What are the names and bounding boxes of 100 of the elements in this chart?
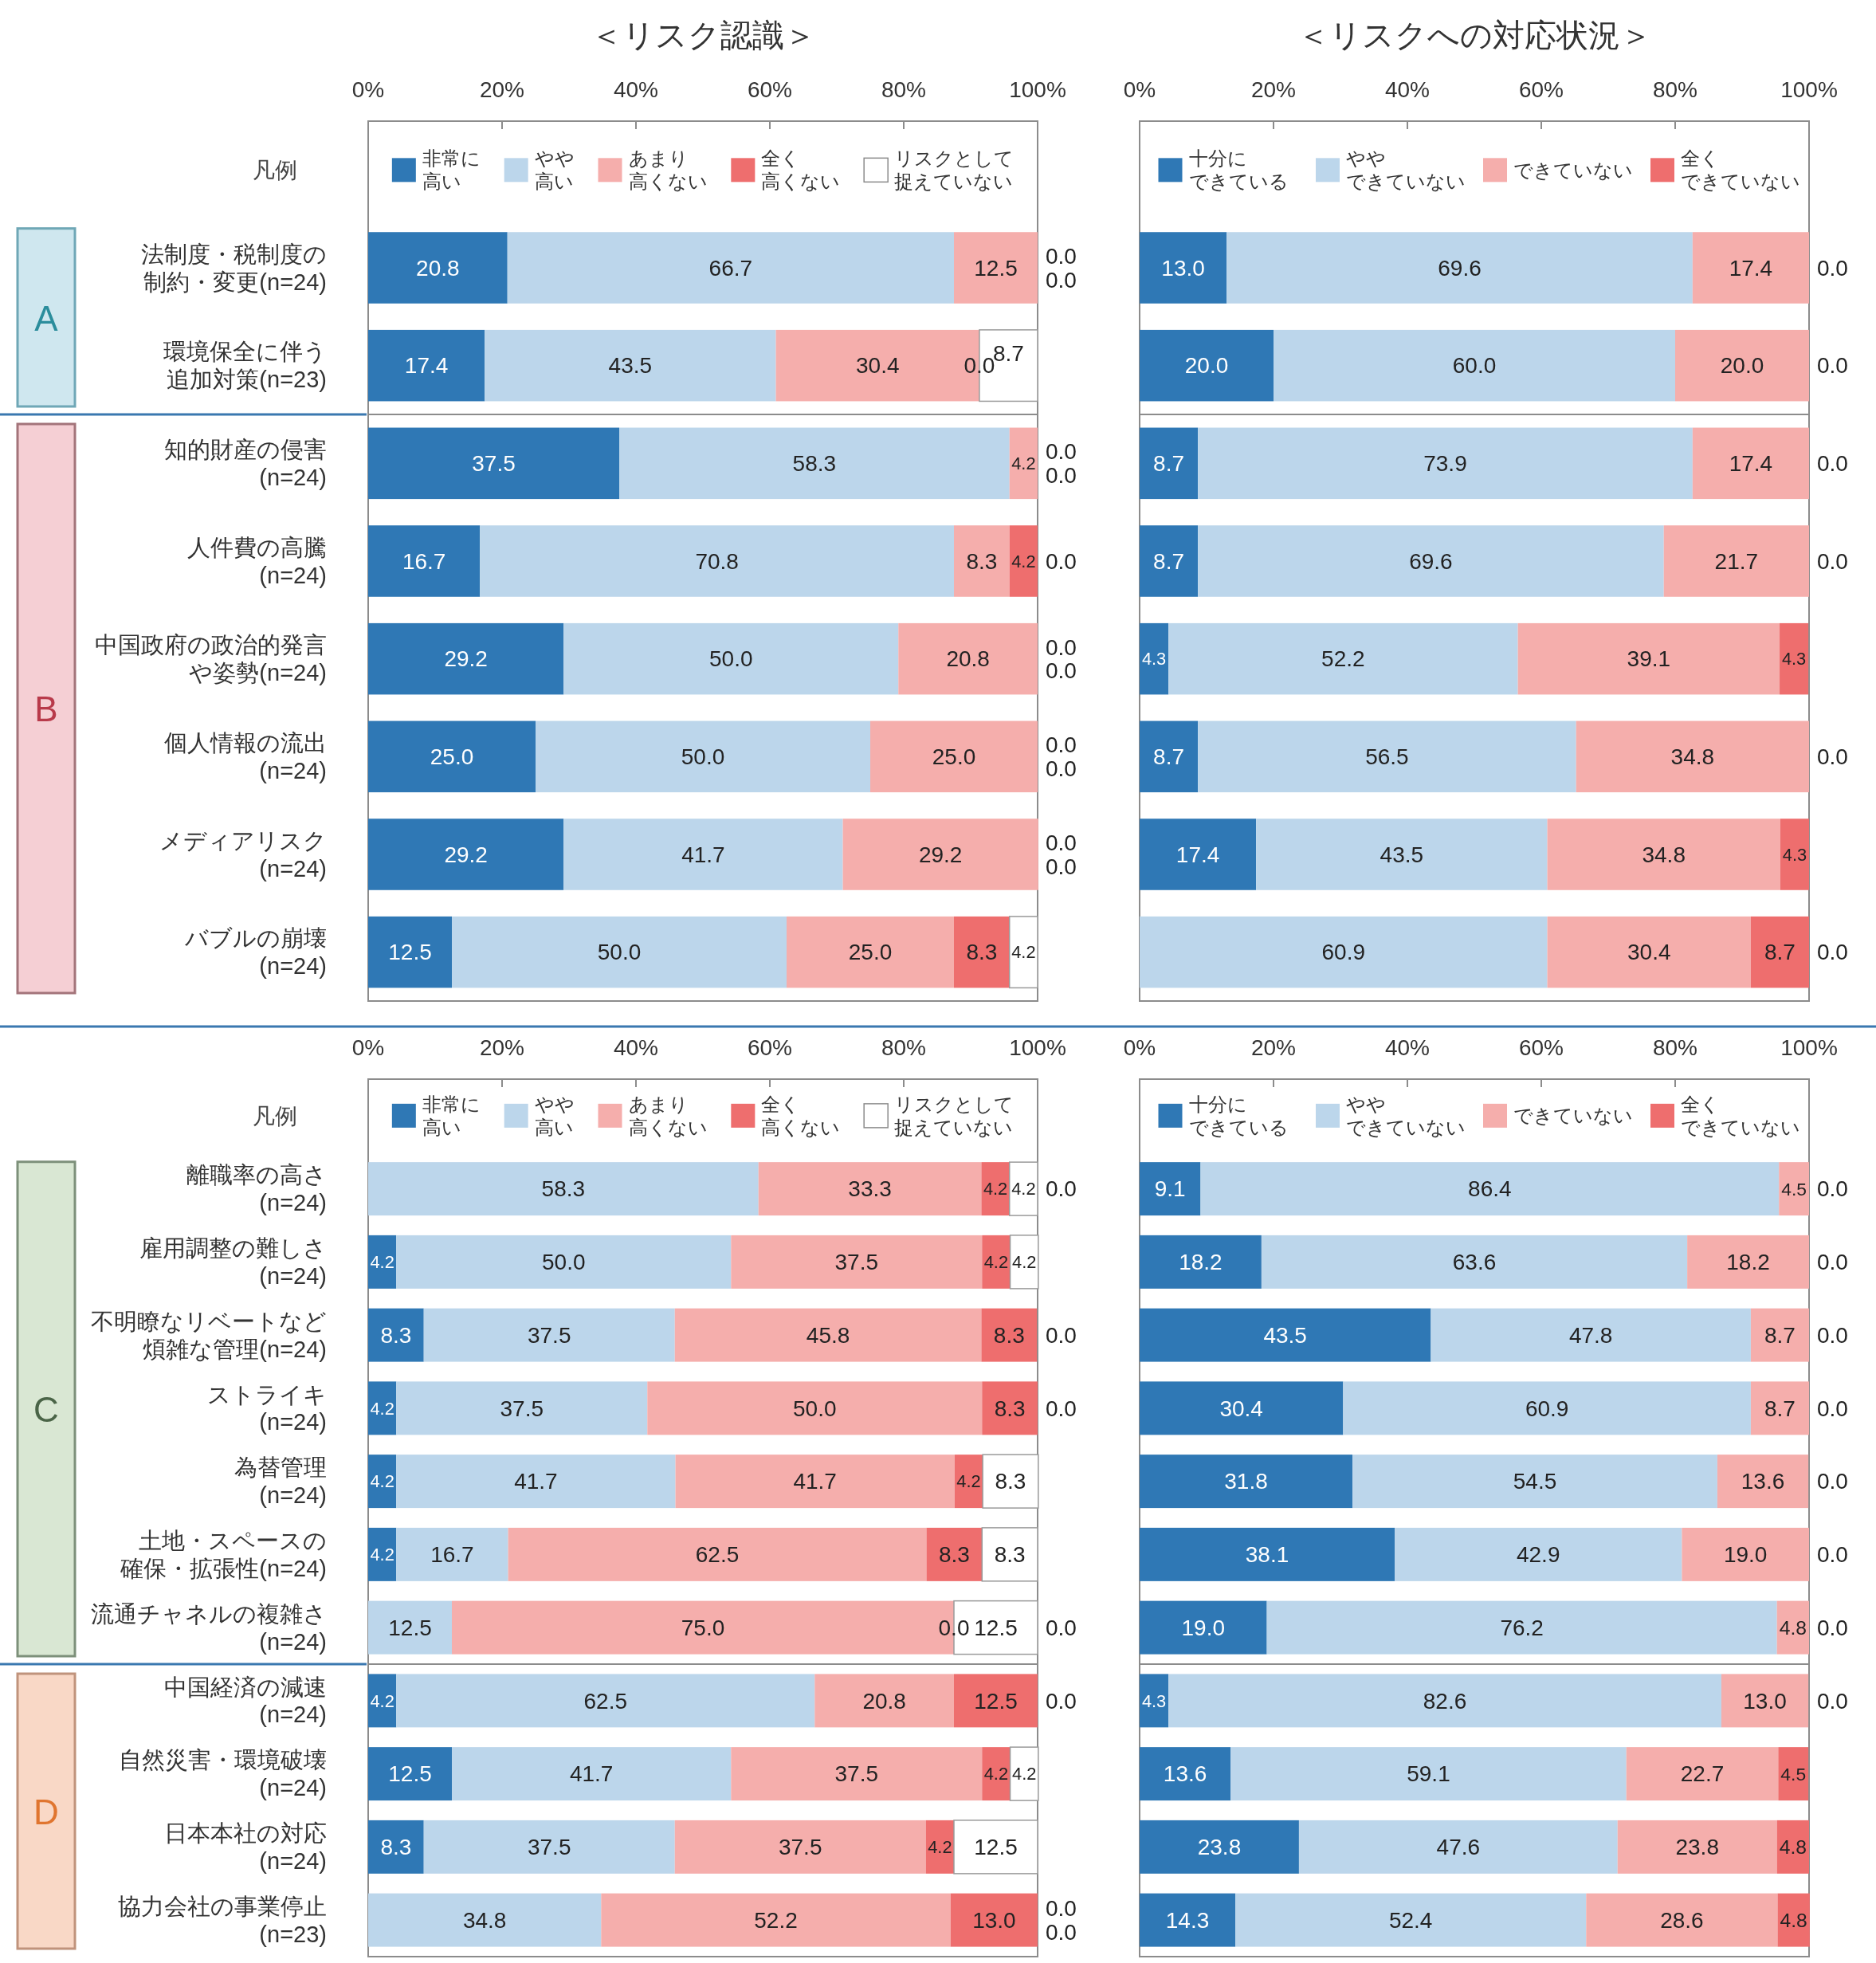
data-label: 19.0: [1181, 1615, 1226, 1640]
bar: [982, 1381, 1038, 1435]
data-label: 58.3: [792, 451, 837, 477]
data-label: 54.5: [1513, 1469, 1557, 1494]
bar: [1675, 329, 1809, 402]
bar: [981, 1527, 1038, 1582]
legend-label: やや高い: [534, 147, 575, 193]
bar: [1200, 1162, 1780, 1216]
bar: [814, 1674, 954, 1728]
data-label: 4.2: [983, 1252, 1009, 1273]
bar: [1140, 1308, 1431, 1362]
x-tick-label: 80%: [881, 1035, 927, 1060]
legend-label: 十分にできている: [1188, 1093, 1289, 1138]
bar: [1140, 1893, 1236, 1947]
bar: [1626, 1747, 1779, 1801]
data-label: 0.0: [1046, 1688, 1077, 1714]
data-label: 13.0: [972, 1907, 1016, 1933]
bar: [1140, 232, 1227, 304]
data-label: 4.2: [1012, 1252, 1037, 1273]
bar: [1780, 622, 1809, 695]
bar: [1692, 427, 1809, 500]
bar: [1274, 329, 1675, 402]
bar: [926, 1527, 983, 1581]
bar: [950, 1893, 1038, 1947]
data-label: 0.0: [1046, 732, 1077, 758]
data-label: 4.2: [370, 1471, 394, 1492]
bar: [1235, 1893, 1587, 1947]
legend-label: やや高い: [534, 1093, 575, 1138]
data-label: 25.0: [932, 744, 976, 770]
data-label: 0.0: [1817, 1469, 1848, 1494]
data-label: 52.2: [1321, 646, 1365, 672]
bar: [1230, 1747, 1627, 1801]
data-label: 0.0: [1046, 267, 1077, 292]
data-label: 8.3: [994, 1542, 1026, 1568]
data-label: 17.4: [1729, 255, 1773, 281]
data-label: 0.0: [1817, 1542, 1848, 1568]
bar: [1780, 819, 1809, 890]
bar: [619, 427, 1010, 500]
data-label: 41.7: [793, 1469, 837, 1494]
x-tick-label: 100%: [1780, 1035, 1838, 1060]
y-tick-label: 土地・スペースの確保・拡張性(n=24): [120, 1528, 327, 1581]
data-label: 43.5: [1380, 842, 1424, 867]
bar: [842, 819, 1038, 890]
bar: [1168, 622, 1518, 695]
data-label: 0.0: [1817, 1688, 1848, 1714]
data-label: 60.9: [1525, 1396, 1569, 1421]
data-label: 69.6: [1409, 548, 1453, 574]
data-label: 8.7: [1153, 744, 1185, 770]
y-tick-label: 法制度・税制度の制約・変更(n=24): [141, 241, 327, 295]
legend-title: 凡例: [253, 1103, 297, 1129]
bar: [1692, 232, 1809, 304]
data-label: 56.5: [1365, 744, 1409, 770]
data-label: 20.0: [1720, 353, 1764, 379]
bar: [1777, 1893, 1810, 1947]
data-label: 4.3: [1141, 649, 1167, 669]
data-label: 0.0: [1046, 439, 1077, 465]
bar: [368, 1674, 397, 1728]
data-label: 12.5: [974, 1688, 1018, 1714]
data-label: 23.8: [1675, 1835, 1719, 1860]
bar: [1009, 1746, 1039, 1801]
y-tick-label: 自然災害・環境破壊(n=24): [119, 1747, 327, 1801]
data-label: 0.0: [1046, 548, 1077, 574]
data-label: 4.2: [370, 1252, 394, 1273]
bar: [1140, 1600, 1267, 1655]
bar: [507, 232, 954, 304]
data-label: 43.5: [1263, 1322, 1307, 1348]
x-tick-label: 20%: [1250, 77, 1297, 102]
bar: [787, 916, 954, 988]
bar: [1140, 1674, 1169, 1728]
bar: [368, 819, 564, 890]
data-label: 0.0: [1046, 756, 1077, 781]
y-tick-label: 協力会社の事業停止(n=23): [118, 1893, 327, 1947]
data-label: 0.0: [1046, 462, 1077, 488]
data-label: 4.2: [1011, 551, 1036, 571]
legend-title: 凡例: [253, 158, 297, 183]
data-label: 4.8: [1779, 1616, 1807, 1639]
bar: [1776, 1600, 1809, 1655]
bar: [675, 1455, 955, 1509]
data-label: 76.2: [1500, 1615, 1544, 1640]
data-label: 0.0: [1046, 1919, 1077, 1945]
data-label: 22.7: [1680, 1761, 1725, 1787]
data-label: 0.0: [1817, 1615, 1848, 1640]
data-label: 18.2: [1179, 1250, 1223, 1275]
legend-label: 非常に高い: [422, 147, 481, 193]
y-tick-label: バブルの崩壊(n=24): [184, 925, 327, 980]
data-label: 38.1: [1245, 1542, 1289, 1568]
y-tick-label: 知的財産の侵害(n=24): [164, 437, 327, 490]
x-tick-label: 0%: [1123, 77, 1156, 102]
data-label: 4.2: [956, 1471, 981, 1492]
data-label: 59.1: [1407, 1761, 1450, 1787]
y-tick-label: 離職率の高さ(n=24): [186, 1162, 327, 1216]
bar: [368, 1308, 424, 1362]
legend-label: 非常に高い: [422, 1093, 481, 1138]
data-label: 4.2: [983, 1764, 1009, 1784]
bar: [870, 720, 1038, 793]
data-label: 4.2: [1012, 1764, 1037, 1784]
bar: [1140, 1527, 1395, 1581]
bar: [563, 622, 899, 695]
data-label: 4.5: [1781, 1178, 1807, 1199]
bar: [954, 232, 1038, 304]
